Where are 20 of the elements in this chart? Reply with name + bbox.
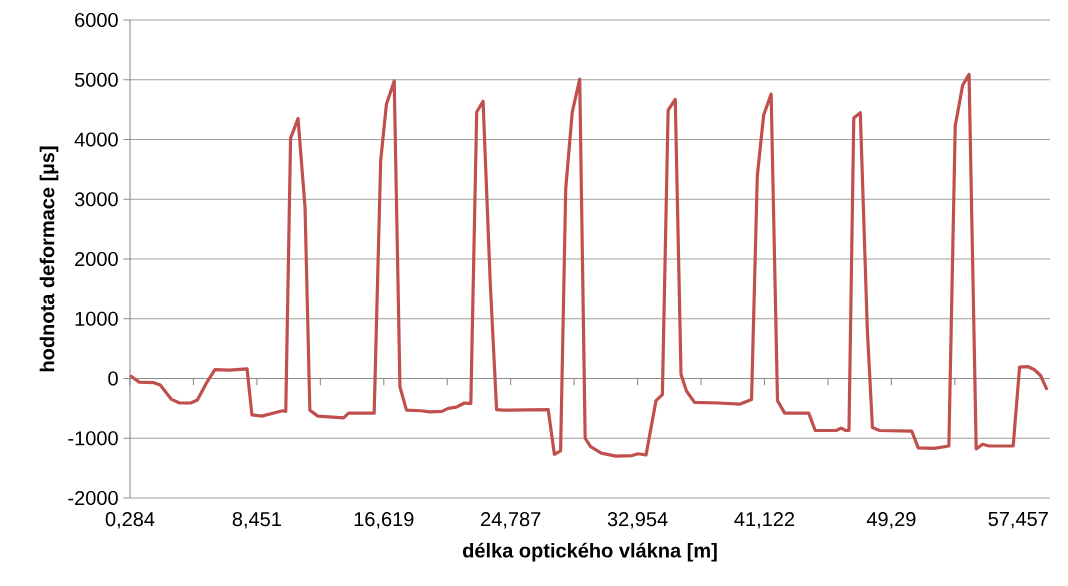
y-tick-label: 4000 <box>74 132 118 147</box>
y-tick-label: 1000 <box>75 311 118 326</box>
line-series <box>128 72 1049 458</box>
y-tick-label: 0 <box>108 371 118 386</box>
y-tick-label: -2000 <box>68 490 118 506</box>
x-tick-label: 16,619 <box>354 512 414 529</box>
y-tick-label: 6000 <box>75 12 118 28</box>
x-tick-label: 49,29 <box>866 512 916 529</box>
y-axis-title: hodnota deformace [µs] <box>39 146 59 372</box>
x-tick-label: 24,787 <box>481 512 541 529</box>
y-tick-label: 2000 <box>75 251 118 267</box>
y-tick-label: -1000 <box>68 431 118 446</box>
x-axis-title: délka optického vlákna [m] <box>463 542 717 562</box>
x-tick-label: 32,954 <box>607 512 668 529</box>
y-tick-label: 3000 <box>74 192 118 207</box>
x-tick-label: 0,284 <box>105 512 155 529</box>
y-tick-label: 5000 <box>74 72 118 87</box>
x-tick-label: 57,457 <box>988 512 1048 529</box>
x-tick-label: 41,122 <box>734 512 795 529</box>
x-tick-label: 8,451 <box>232 512 281 529</box>
